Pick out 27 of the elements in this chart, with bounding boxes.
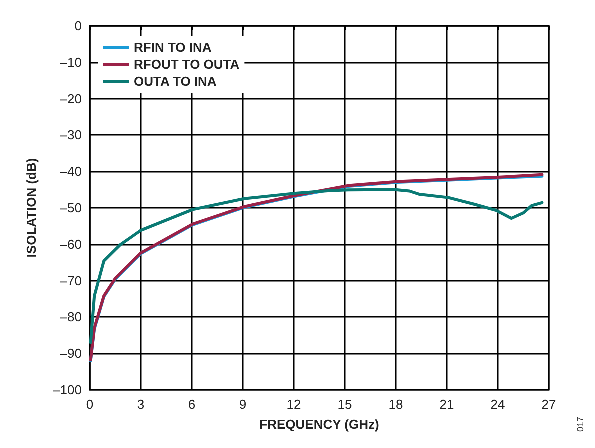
y-tick-label: –80: [60, 310, 82, 325]
y-tick-label: –90: [60, 346, 82, 362]
x-tick-label: 3: [137, 397, 145, 412]
x-tick-label: 15: [338, 397, 352, 412]
x-tick-label: 12: [286, 397, 302, 412]
y-tick-label: –30: [60, 128, 82, 143]
x-tick-label: 24: [490, 397, 506, 412]
y-tick-label: –40: [60, 164, 82, 180]
legend-label: OUTA TO INA: [134, 74, 218, 89]
y-tick-label: –70: [60, 273, 82, 288]
legend-label: RFIN TO INA: [134, 40, 212, 55]
y-tick-label: –60: [60, 236, 82, 252]
legend-label: RFOUT TO OUTA: [134, 57, 240, 72]
x-axis-title: FREQUENCY (GHz): [260, 417, 380, 432]
x-tick-label: 9: [239, 397, 247, 412]
y-tick-label: –20: [60, 91, 82, 106]
x-tick-label: 18: [388, 397, 404, 412]
y-tick-label: –100: [53, 382, 82, 398]
x-tick-label: 6: [188, 397, 196, 412]
x-tick-label: 21: [440, 397, 454, 412]
y-tick-label: 0: [74, 18, 82, 34]
x-tick-label: 0: [86, 397, 94, 412]
y-tick-label: –50: [60, 200, 82, 216]
y-tick-label: –10: [60, 54, 82, 70]
text: 017: [576, 416, 586, 432]
x-tick-label: 27: [542, 397, 556, 412]
y-axis-title: ISOLATION (dB): [24, 158, 39, 258]
